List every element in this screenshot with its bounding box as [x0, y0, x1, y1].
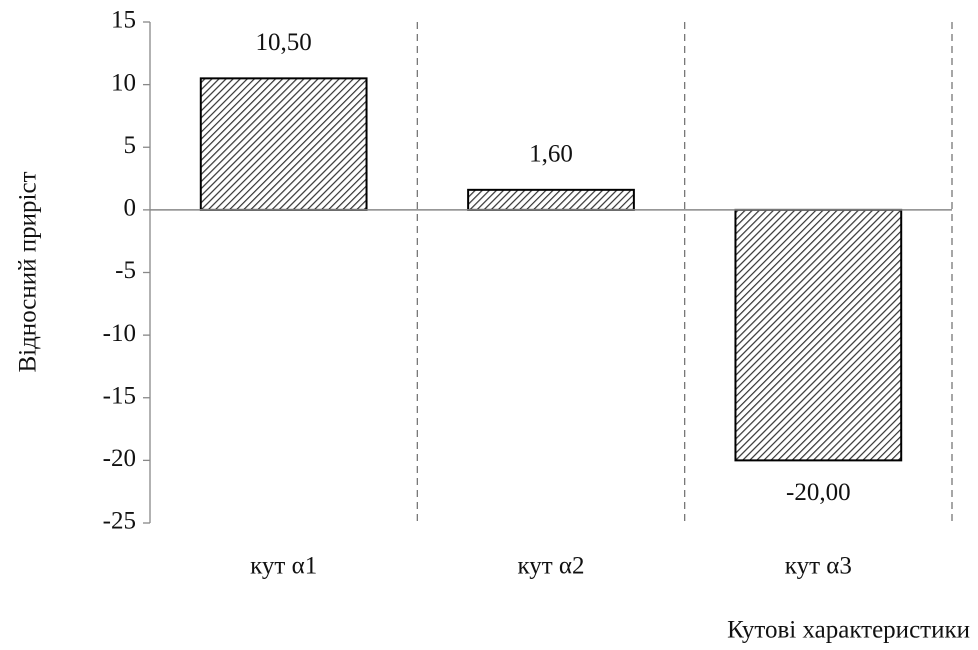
x-tick-label: кут α3	[785, 553, 852, 580]
y-axis-label: Відносний приріст	[15, 171, 42, 372]
x-axis-label: Кутові характеристики	[727, 617, 970, 644]
y-tick-label: 5	[124, 132, 137, 159]
y-tick-label: 10	[111, 69, 136, 96]
y-tick-label: -5	[115, 257, 136, 284]
bar	[467, 188, 635, 211]
y-tick-label: -20	[103, 445, 136, 472]
x-tick-label: кут α1	[250, 553, 317, 580]
x-tick-label: кут α2	[517, 553, 584, 580]
y-tick-label: 15	[111, 7, 136, 34]
bar	[734, 208, 903, 462]
y-tick-label: -15	[103, 382, 136, 409]
y-tick-label: 0	[124, 195, 137, 222]
value-label: 1,60	[529, 141, 573, 168]
y-tick-label: -10	[103, 320, 136, 347]
bar	[199, 77, 368, 211]
value-label: 10,50	[256, 29, 312, 56]
value-label: -20,00	[786, 479, 851, 506]
y-tick-label: -25	[103, 508, 136, 535]
